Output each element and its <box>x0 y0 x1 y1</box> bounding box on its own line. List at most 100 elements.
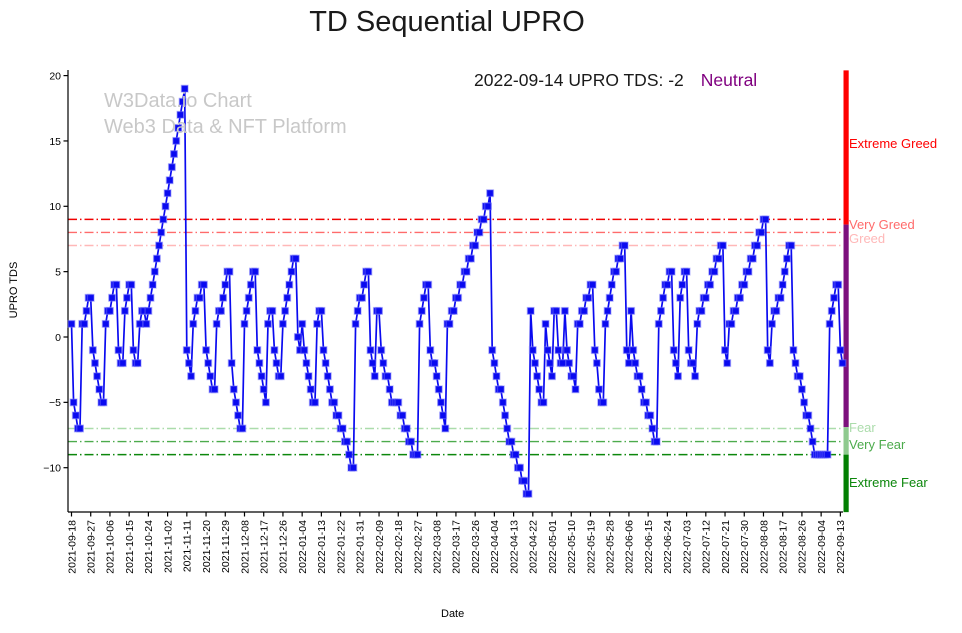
data-point-marker <box>727 319 736 328</box>
data-point-marker <box>257 372 266 381</box>
data-point-marker <box>565 359 574 368</box>
data-point-marker <box>261 398 270 407</box>
y-tick-label: −5 <box>49 397 61 409</box>
data-point-marker <box>366 346 375 355</box>
data-point-marker <box>612 267 621 276</box>
data-point-marker <box>646 411 655 420</box>
x-tick-label: 2022-01-04 <box>297 520 309 574</box>
data-point-marker <box>345 450 354 459</box>
data-point-marker <box>800 398 809 407</box>
data-point-marker <box>624 359 633 368</box>
data-point-marker <box>778 280 787 289</box>
x-tick-label: 2021-11-20 <box>201 520 213 573</box>
data-point-marker <box>545 359 554 368</box>
data-point-marker <box>86 293 95 302</box>
x-tick-label: 2022-05-28 <box>605 520 617 574</box>
data-point-marker <box>122 293 131 302</box>
x-tick-label: 2022-08-26 <box>797 520 809 574</box>
x-tick-label: 2022-01-13 <box>316 520 328 574</box>
data-point-marker <box>358 293 367 302</box>
data-point-marker <box>402 424 411 433</box>
data-point-marker <box>133 359 142 368</box>
data-point-marker <box>441 424 450 433</box>
data-point-marker <box>413 450 422 459</box>
x-tick-label: 2022-01-31 <box>355 520 367 574</box>
data-point-marker <box>605 293 614 302</box>
sentiment-bar-segment-2 <box>843 427 849 455</box>
data-point-marker <box>202 346 211 355</box>
data-point-marker <box>584 293 593 302</box>
data-point-marker <box>343 437 352 446</box>
data-point-marker <box>637 385 646 394</box>
data-point-marker <box>830 293 839 302</box>
data-point-marker <box>575 319 584 328</box>
data-point-marker <box>419 293 428 302</box>
data-point-marker <box>69 398 78 407</box>
data-point-marker <box>836 346 845 355</box>
sentiment-bar-segment-1 <box>843 224 849 428</box>
x-tick-label: 2021-11-11 <box>182 520 194 572</box>
data-point-marker <box>535 385 544 394</box>
data-point-marker <box>503 424 512 433</box>
x-tick-label: 2022-03-26 <box>470 520 482 574</box>
data-point-marker <box>172 136 181 145</box>
data-point-marker <box>259 385 268 394</box>
data-point-marker <box>552 306 561 315</box>
y-tick-label: 15 <box>49 136 61 148</box>
x-tick-label: 2022-07-30 <box>739 520 751 574</box>
data-point-marker <box>114 346 123 355</box>
data-point-marker <box>424 280 433 289</box>
data-point-marker <box>300 346 309 355</box>
data-point-marker <box>302 359 311 368</box>
data-point-marker <box>82 306 91 315</box>
data-point-marker <box>146 293 155 302</box>
data-point-marker <box>321 359 330 368</box>
data-point-marker <box>804 411 813 420</box>
data-point-marker <box>298 319 307 328</box>
data-point-marker <box>180 84 189 93</box>
data-point-marker <box>490 359 499 368</box>
data-point-marker <box>797 385 806 394</box>
x-tick-label: 2022-07-21 <box>720 520 732 574</box>
data-point-marker <box>834 280 843 289</box>
data-point-marker <box>676 293 685 302</box>
data-point-marker <box>780 267 789 276</box>
zone-label-extreme-fear: Extreme Fear <box>849 475 928 491</box>
data-point-marker <box>652 437 661 446</box>
data-point-marker <box>718 241 727 250</box>
data-point-marker <box>569 372 578 381</box>
data-point-marker <box>101 319 110 328</box>
y-tick-label: 5 <box>55 266 61 278</box>
data-point-marker <box>152 254 161 263</box>
data-point-marker <box>112 280 121 289</box>
data-point-marker <box>242 306 251 315</box>
data-point-marker <box>825 319 834 328</box>
data-point-marker <box>238 424 247 433</box>
page-title: TD Sequential UPRO <box>309 6 585 38</box>
data-point-marker <box>95 385 104 394</box>
data-point-marker <box>471 241 480 250</box>
data-point-marker <box>689 359 698 368</box>
data-point-marker <box>199 280 208 289</box>
data-point-marker <box>558 359 567 368</box>
data-point-marker <box>270 346 279 355</box>
data-point-marker <box>227 359 236 368</box>
data-point-marker <box>285 280 294 289</box>
data-point-marker <box>293 333 302 342</box>
data-point-marker <box>167 163 176 172</box>
data-point-marker <box>783 254 792 263</box>
data-point-marker <box>642 398 651 407</box>
data-point-marker <box>753 241 762 250</box>
data-point-marker <box>268 306 277 315</box>
zone-label-fear: Fear <box>849 420 876 436</box>
data-point-marker <box>159 215 168 224</box>
data-point-marker <box>221 280 230 289</box>
data-point-marker <box>620 241 629 250</box>
data-point-marker <box>306 385 315 394</box>
data-point-marker <box>127 280 136 289</box>
data-point-marker <box>603 306 612 315</box>
data-point-marker <box>663 280 672 289</box>
data-point-marker <box>592 359 601 368</box>
x-tick-label: 2021-11-29 <box>220 520 232 573</box>
